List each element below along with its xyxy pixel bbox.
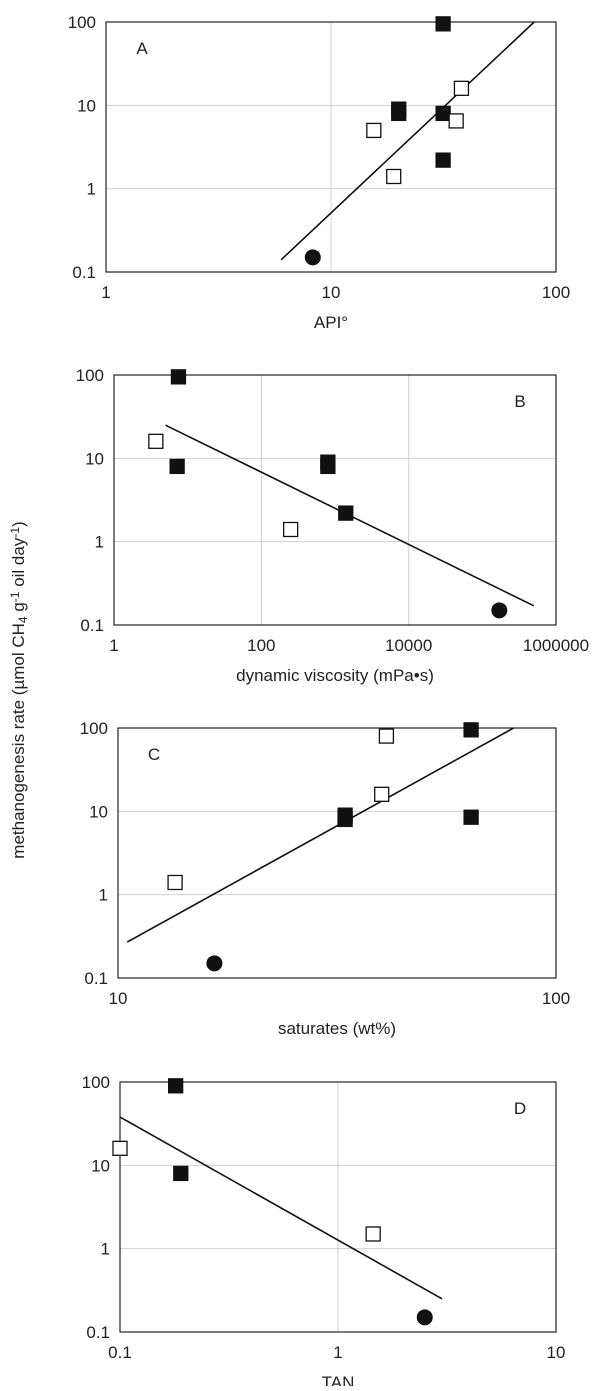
y-tick-label: 0.1 (86, 1323, 110, 1342)
y-tick-label: 10 (89, 802, 108, 821)
y-label-part: 4 (16, 616, 30, 623)
point (169, 458, 185, 475)
point (463, 722, 479, 738)
point (374, 786, 390, 802)
panel-label: A (136, 39, 148, 58)
y-tick-label: 1 (87, 180, 96, 199)
point (386, 168, 402, 185)
x-tick-label: 10 (322, 283, 341, 302)
x-tick-label: 100 (542, 283, 570, 302)
panel-label: D (514, 1099, 526, 1118)
point (337, 811, 353, 828)
point (173, 1165, 189, 1182)
x-tick-label: 10000 (385, 636, 432, 655)
point (206, 955, 223, 972)
trend-line (280, 21, 535, 261)
point (170, 369, 187, 385)
y-tick-label: 100 (80, 719, 108, 738)
y-tick-label: 0.1 (80, 616, 104, 635)
y-tick-label: 10 (91, 1156, 110, 1175)
y-label-part: g (9, 602, 28, 616)
point (365, 1226, 381, 1242)
y-tick-label: 100 (68, 13, 96, 32)
point (435, 105, 451, 122)
panel-label: C (148, 745, 160, 764)
y-tick-label: 1 (101, 1240, 110, 1259)
point (167, 1078, 184, 1094)
point (304, 249, 321, 266)
x-tick-label: 100 (542, 989, 570, 1008)
plot-frame (117, 727, 557, 979)
x-axis-label: dynamic viscosity (mPa•s) (236, 666, 434, 685)
y-label-part: ) (9, 521, 28, 527)
y-tick-label: 0.1 (84, 969, 108, 988)
point (366, 122, 382, 139)
x-tick-label: 10 (547, 1343, 566, 1362)
y-tick-label: 1 (95, 533, 104, 552)
y-tick-label: 1 (99, 886, 108, 905)
point (167, 874, 183, 891)
point (320, 458, 336, 475)
x-tick-label: 100 (247, 636, 275, 655)
point (435, 16, 451, 32)
point (416, 1309, 433, 1326)
y-label-part: -1 (8, 591, 22, 602)
plot-frame (119, 1081, 557, 1333)
x-axis-label: saturates (wt%) (278, 1019, 396, 1038)
plot-frame (113, 374, 557, 626)
point (338, 505, 354, 521)
trend-line (126, 727, 514, 943)
point (448, 113, 464, 129)
x-tick-label: 0.1 (108, 1343, 132, 1362)
y-label-part: methanogenesis rate (µmol CH (9, 623, 28, 859)
y-axis-label: methanogenesis rate (µmol CH4​ g-1​ oil … (8, 521, 30, 858)
x-tick-label: 1 (333, 1343, 342, 1362)
x-tick-label: 10 (109, 989, 128, 1008)
point (282, 521, 299, 538)
panel-label: B (514, 392, 525, 411)
point (378, 728, 395, 744)
plot-frame (105, 21, 557, 273)
x-tick-label: 1 (109, 636, 118, 655)
x-tick-label: 1000000 (523, 636, 589, 655)
trend-line (119, 1116, 443, 1300)
point (463, 809, 479, 825)
y-tick-label: 100 (82, 1073, 110, 1092)
x-axis-label: API° (314, 313, 348, 332)
x-axis-label: TAN (322, 1373, 355, 1386)
y-tick-label: 0.1 (72, 263, 96, 282)
point (453, 80, 470, 96)
y-tick-label: 100 (76, 366, 104, 385)
y-label-part: -1 (8, 527, 22, 538)
y-tick-label: 10 (85, 449, 104, 468)
point (435, 152, 451, 168)
y-label-part: oil day (9, 537, 28, 591)
point (391, 105, 407, 122)
point (148, 433, 164, 449)
point (491, 602, 508, 619)
point (112, 1140, 128, 1156)
y-tick-label: 10 (77, 96, 96, 115)
x-tick-label: 1 (101, 283, 110, 302)
